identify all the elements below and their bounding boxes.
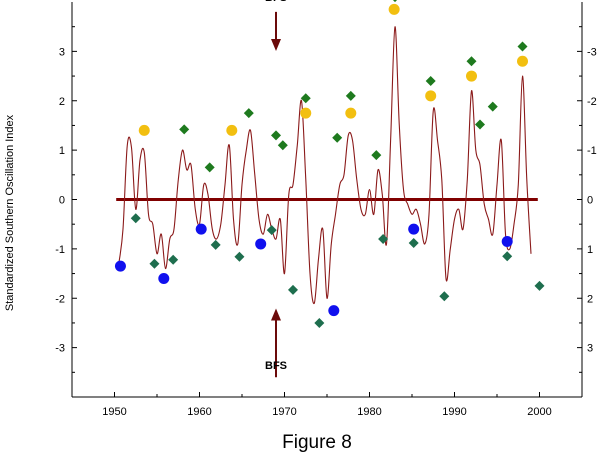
data-point-diamond xyxy=(332,132,343,143)
data-point-diamond xyxy=(271,130,281,141)
data-point-diamond xyxy=(234,251,245,262)
data-point-diamond xyxy=(439,291,450,302)
y-tick-label-right: -2 xyxy=(587,96,597,108)
bfs-label: BFS xyxy=(265,0,287,4)
marker-series-1 xyxy=(138,3,528,136)
data-point-diamond xyxy=(300,93,311,104)
y-tick-label-left: -3 xyxy=(55,343,65,355)
bfs-label: BFS xyxy=(265,360,287,372)
data-point-circle xyxy=(388,3,400,15)
data-point-circle xyxy=(255,238,267,250)
data-point-diamond xyxy=(277,140,288,151)
data-point-diamond xyxy=(425,76,436,86)
data-point-diamond xyxy=(210,239,221,250)
data-point-diamond xyxy=(149,258,160,269)
data-point-diamond xyxy=(130,213,141,224)
data-point-diamond xyxy=(517,41,528,52)
data-point-diamond xyxy=(466,56,477,67)
y-tick-label-right: 3 xyxy=(587,343,593,355)
y-tick-label-left: 3 xyxy=(59,46,65,58)
y-tick-label-right: 1 xyxy=(587,244,593,256)
soi-line xyxy=(118,26,532,305)
x-tick-label: 2000 xyxy=(527,406,551,418)
data-point-circle xyxy=(466,70,477,82)
y-tick-label-left: 1 xyxy=(59,145,65,157)
x-tick-label: 1990 xyxy=(442,406,466,418)
y-tick-label-right: -1 xyxy=(587,145,597,157)
data-point-diamond xyxy=(378,234,389,244)
marker-series-4 xyxy=(130,213,545,328)
data-point-diamond xyxy=(168,254,179,265)
data-point-diamond xyxy=(266,225,277,236)
bfs-arrow-head xyxy=(271,308,281,321)
data-point-diamond xyxy=(392,0,398,3)
data-point-diamond xyxy=(243,108,254,119)
data-point-diamond xyxy=(475,119,485,130)
axes: 1950 1960 1970 1980 1990 2000 3 2 1 0 -1 -2 -3 -3 -2 -1… xyxy=(55,2,597,418)
bfs-annotation-top: BFS xyxy=(265,0,287,52)
data-point-diamond xyxy=(204,162,215,173)
series-layer xyxy=(118,26,532,305)
data-point-circle xyxy=(408,223,420,235)
data-point-circle xyxy=(300,107,312,119)
data-point-circle xyxy=(158,273,170,284)
y-tick-label-right: 0 xyxy=(587,195,593,207)
y-tick-label-left: -2 xyxy=(55,293,65,305)
data-point-circle xyxy=(195,223,207,235)
y-tick-label-right: -3 xyxy=(587,46,597,58)
figure-caption: Figure 8 xyxy=(282,432,352,453)
data-point-diamond xyxy=(314,317,325,328)
y-tick-label-left: 0 xyxy=(59,195,65,207)
data-point-circle xyxy=(425,90,437,102)
annotation-layer: BFS BFS xyxy=(265,0,287,378)
data-point-diamond xyxy=(487,101,498,112)
bfs-annotation-bottom: BFS xyxy=(265,308,287,378)
data-point-diamond xyxy=(288,284,298,295)
data-point-diamond xyxy=(371,150,382,161)
data-point-circle xyxy=(114,260,126,272)
x-tick-label: 1950 xyxy=(102,406,126,418)
x-tick-label: 1980 xyxy=(357,406,381,418)
data-point-circle xyxy=(345,107,357,119)
marker-series-3 xyxy=(114,223,513,317)
y-tick-label-left: 2 xyxy=(59,96,65,108)
data-point-circle xyxy=(226,124,238,136)
y-axis-label: Standardized Southern Oscillation Index xyxy=(4,114,16,311)
marker-layer xyxy=(114,0,545,328)
data-point-diamond xyxy=(179,124,190,135)
y-tick-label-right: 2 xyxy=(587,293,593,305)
data-point-diamond xyxy=(345,90,356,101)
x-tick-label: 1970 xyxy=(272,406,296,418)
data-point-circle xyxy=(328,305,340,317)
data-point-diamond xyxy=(502,251,513,262)
bfs-arrow-head xyxy=(271,39,281,52)
marker-series-2 xyxy=(179,0,528,173)
data-point-diamond xyxy=(534,280,545,291)
x-tick-label: 1960 xyxy=(187,406,211,418)
data-point-circle xyxy=(501,235,513,247)
data-point-diamond xyxy=(408,237,419,248)
y-tick-label-left: -1 xyxy=(55,244,65,256)
data-point-circle xyxy=(138,124,150,136)
data-point-circle xyxy=(517,55,528,67)
